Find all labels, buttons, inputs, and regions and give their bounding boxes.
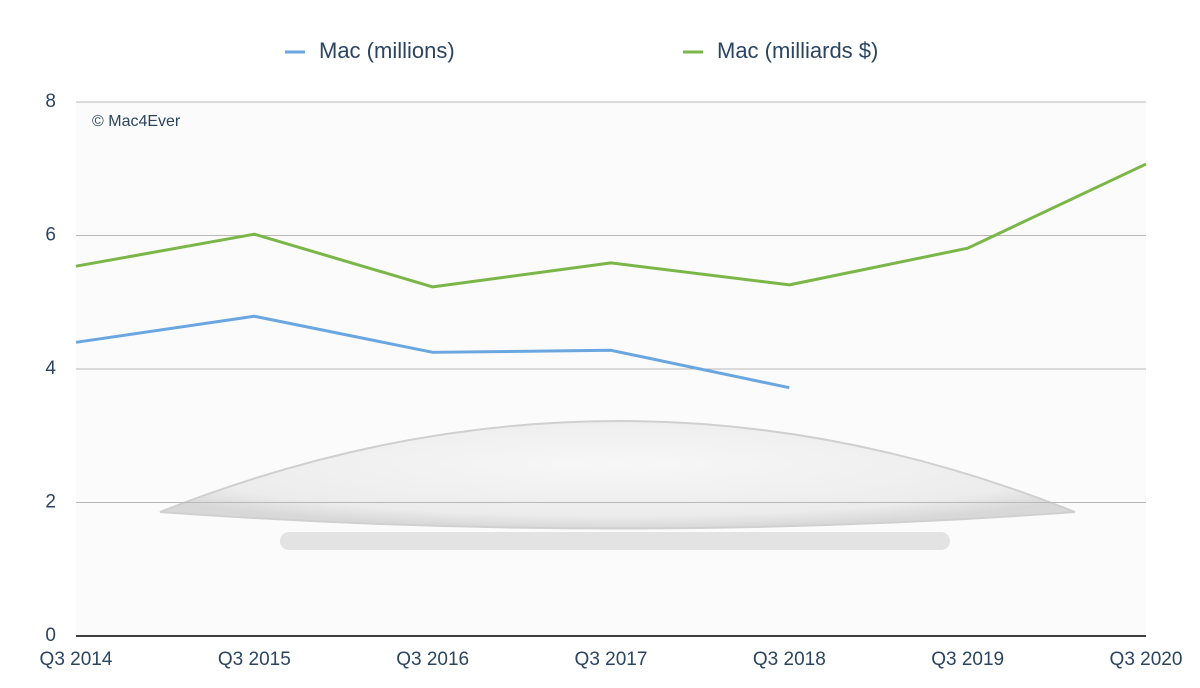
annotation: © Mac4Ever: [92, 113, 181, 130]
legend-label: Mac (milliards $): [717, 38, 878, 63]
x-tick-label: Q3 2017: [575, 649, 648, 670]
y-tick-label: 8: [45, 91, 56, 112]
legend-label: Mac (millions): [319, 38, 455, 63]
x-tick-label: Q3 2015: [218, 649, 291, 670]
x-tick-label: Q3 2014: [40, 649, 113, 670]
x-tick-label: Q3 2019: [931, 649, 1004, 670]
y-tick-label: 4: [45, 358, 56, 379]
x-tick-label: Q3 2018: [753, 649, 826, 670]
y-tick-label: 6: [45, 225, 56, 246]
data-line: [75, 314, 790, 390]
y-tick-label: 0: [45, 625, 56, 646]
x-tick-label: Q3 2016: [396, 649, 469, 670]
data-line: [75, 162, 1147, 289]
x-tick-label: Q3 2020: [1110, 649, 1183, 670]
y-tick-label: 2: [45, 492, 56, 513]
